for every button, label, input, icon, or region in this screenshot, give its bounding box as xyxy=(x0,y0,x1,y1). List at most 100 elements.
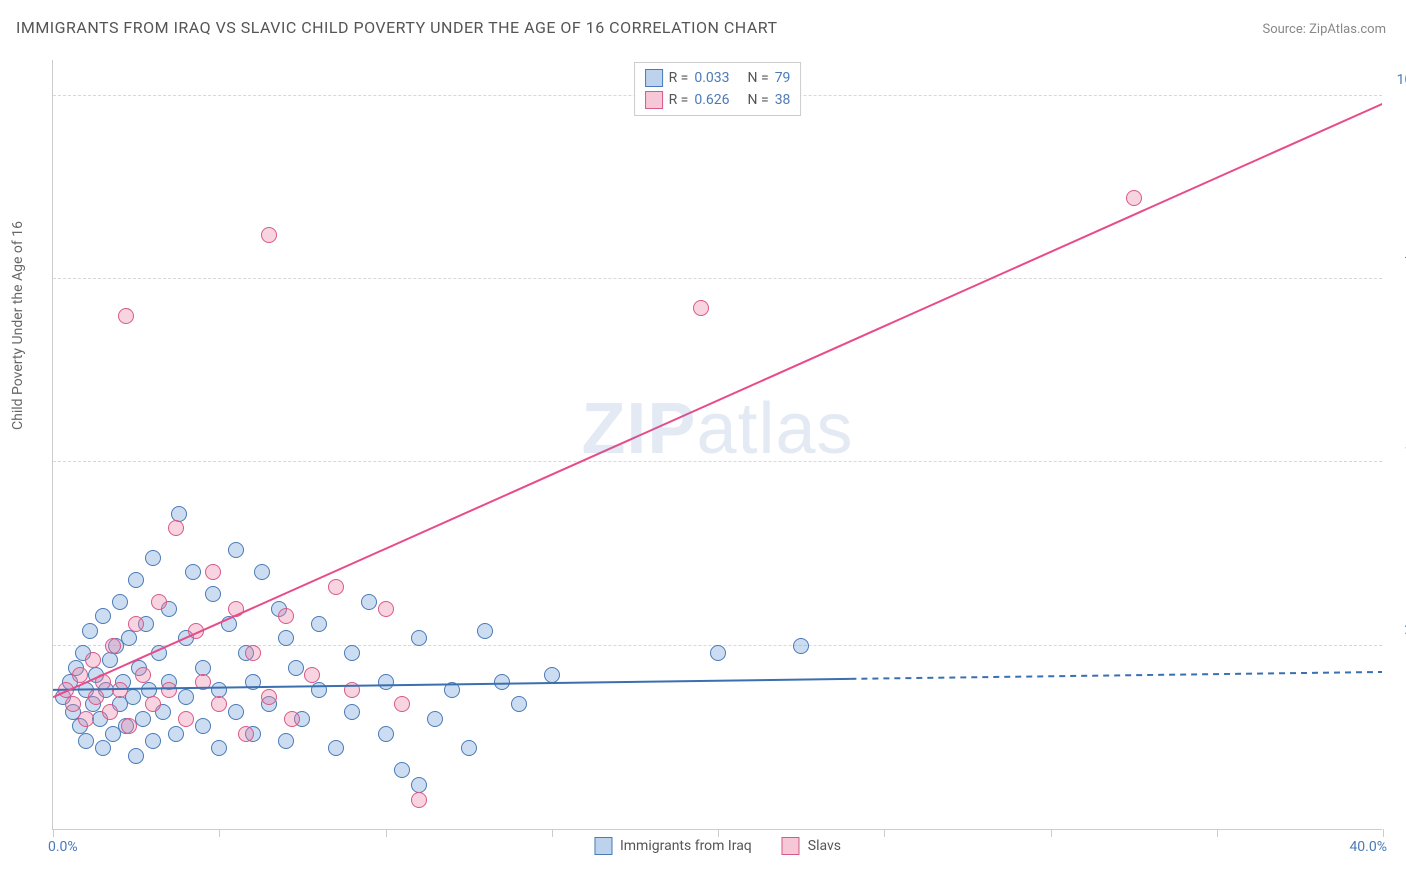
data-point xyxy=(304,667,320,683)
data-point xyxy=(544,667,560,683)
data-point xyxy=(161,682,177,698)
data-point xyxy=(261,227,277,243)
data-point xyxy=(461,740,477,756)
regression-lines xyxy=(53,60,1382,829)
legend-series-item: Immigrants from Iraq xyxy=(594,837,752,855)
data-point xyxy=(228,601,244,617)
legend-swatch xyxy=(782,837,800,855)
data-point xyxy=(411,792,427,808)
data-point xyxy=(121,630,137,646)
data-point xyxy=(284,711,300,727)
y-tick-label: 100.0% xyxy=(1387,72,1406,88)
data-point xyxy=(141,682,157,698)
legend-swatch xyxy=(645,69,663,87)
legend-series-item: Slavs xyxy=(782,837,841,855)
data-point xyxy=(78,711,94,727)
watermark: ZIPatlas xyxy=(581,388,853,470)
data-point xyxy=(411,777,427,793)
data-point xyxy=(128,616,144,632)
data-point xyxy=(311,616,327,632)
y-tick-label: 75.0% xyxy=(1387,255,1406,271)
data-point xyxy=(58,682,74,698)
data-point xyxy=(328,740,344,756)
data-point xyxy=(344,704,360,720)
legend-correlation-box: R =0.033N =79R =0.626N =38 xyxy=(634,62,802,116)
x-tick xyxy=(1217,829,1218,837)
data-point xyxy=(211,740,227,756)
data-point xyxy=(394,762,410,778)
data-point xyxy=(95,674,111,690)
data-point xyxy=(65,696,81,712)
chart-title: IMMIGRANTS FROM IRAQ VS SLAVIC CHILD POV… xyxy=(16,18,778,37)
data-point xyxy=(494,674,510,690)
data-point xyxy=(261,689,277,705)
data-point xyxy=(121,718,137,734)
data-point xyxy=(112,594,128,610)
data-point xyxy=(328,579,344,595)
n-value: 79 xyxy=(775,70,791,86)
data-point xyxy=(378,726,394,742)
data-point xyxy=(211,682,227,698)
plot-area: 25.0%50.0%75.0%100.0% ZIPatlas R =0.033N… xyxy=(52,60,1382,830)
x-tick xyxy=(1051,829,1052,837)
data-point xyxy=(278,630,294,646)
r-value: 0.033 xyxy=(694,70,729,86)
data-point xyxy=(378,601,394,617)
data-point xyxy=(378,674,394,690)
data-point xyxy=(82,623,98,639)
data-point xyxy=(427,711,443,727)
data-point xyxy=(188,623,204,639)
legend-swatch xyxy=(594,837,612,855)
x-tick xyxy=(718,829,719,837)
data-point xyxy=(710,645,726,661)
x-tick xyxy=(386,829,387,837)
data-point xyxy=(102,704,118,720)
data-point xyxy=(228,704,244,720)
data-point xyxy=(95,608,111,624)
x-tick xyxy=(53,829,54,837)
data-point xyxy=(205,586,221,602)
data-point xyxy=(102,652,118,668)
data-point xyxy=(195,660,211,676)
data-point xyxy=(145,696,161,712)
r-value: 0.626 xyxy=(694,92,729,108)
data-point xyxy=(135,667,151,683)
data-point xyxy=(168,520,184,536)
legend-correlation-row: R =0.033N =79 xyxy=(645,67,791,89)
legend-correlation-row: R =0.626N =38 xyxy=(645,89,791,111)
data-point xyxy=(278,733,294,749)
data-point xyxy=(344,645,360,661)
data-point xyxy=(511,696,527,712)
data-point xyxy=(211,696,227,712)
gridline xyxy=(53,278,1382,279)
data-point xyxy=(278,608,294,624)
data-point xyxy=(1126,190,1142,206)
data-point xyxy=(128,748,144,764)
data-point xyxy=(178,711,194,727)
data-point xyxy=(178,689,194,705)
source-attribution: Source: ZipAtlas.com xyxy=(1262,22,1386,37)
data-point xyxy=(411,630,427,646)
data-point xyxy=(477,623,493,639)
data-point xyxy=(693,300,709,316)
data-point xyxy=(88,689,104,705)
x-tick xyxy=(884,829,885,837)
n-label: N = xyxy=(748,70,769,86)
data-point xyxy=(151,594,167,610)
data-point xyxy=(221,616,237,632)
data-point xyxy=(228,542,244,558)
data-point xyxy=(95,740,111,756)
data-point xyxy=(185,564,201,580)
legend-swatch xyxy=(645,91,663,109)
data-point xyxy=(195,718,211,734)
data-point xyxy=(245,645,261,661)
data-point xyxy=(118,308,134,324)
data-point xyxy=(361,594,377,610)
data-point xyxy=(444,682,460,698)
x-axis-min-label: 0.0% xyxy=(48,839,78,855)
data-point xyxy=(171,506,187,522)
data-point xyxy=(344,682,360,698)
data-point xyxy=(288,660,304,676)
x-axis-max-label: 40.0% xyxy=(1349,839,1387,855)
r-label: R = xyxy=(669,92,689,108)
